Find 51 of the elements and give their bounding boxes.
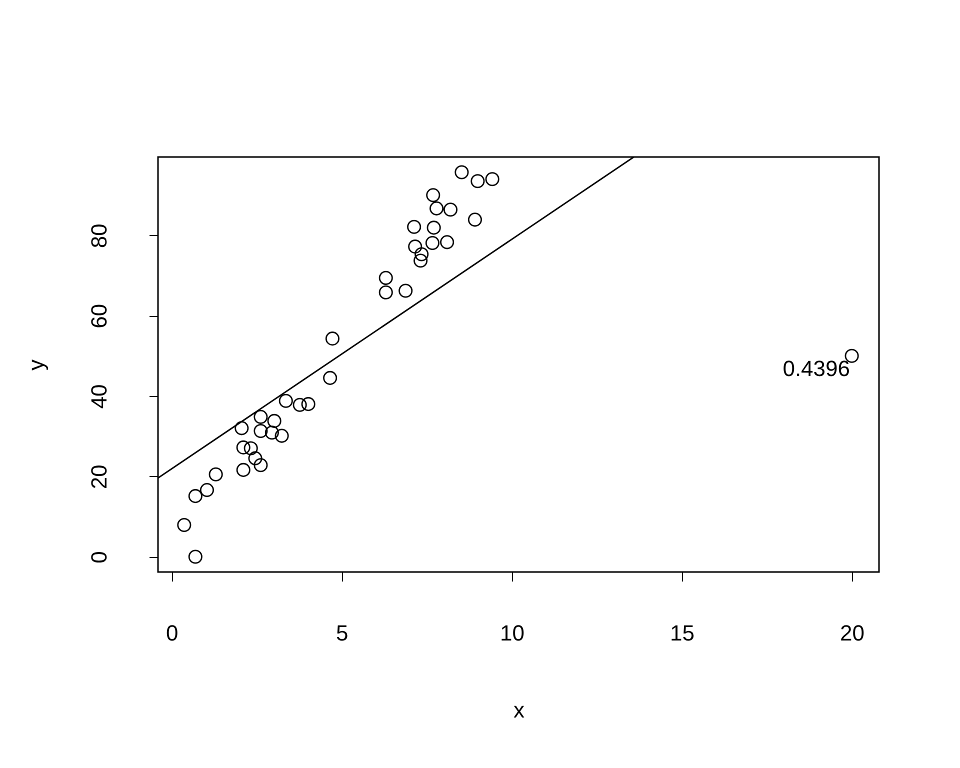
point: [254, 410, 268, 424]
y-tick-label: 80: [86, 224, 112, 248]
x-tick-label: 15: [670, 620, 694, 646]
point: [398, 284, 413, 298]
point: [426, 188, 440, 202]
point: [426, 220, 441, 235]
point: [414, 254, 428, 268]
point: [408, 240, 422, 254]
point: [278, 394, 293, 408]
y-axis-title: y: [24, 360, 48, 370]
point: [234, 421, 249, 436]
point: [440, 235, 454, 250]
point: [254, 458, 268, 472]
point: [325, 332, 340, 346]
x-axis-title: x: [514, 698, 524, 722]
x-tick-label: 10: [500, 620, 524, 646]
point: [378, 270, 393, 285]
point: [236, 462, 250, 477]
x-tick-label: 20: [840, 620, 865, 646]
point: [188, 489, 202, 504]
point: [454, 165, 469, 180]
point: [177, 518, 192, 532]
x-tick-label: 0: [166, 620, 178, 646]
point: [301, 397, 316, 412]
point: [208, 467, 223, 482]
point: [254, 424, 268, 438]
annotation: 0.4396: [782, 356, 850, 381]
point: [425, 236, 440, 250]
point: [485, 172, 500, 186]
point: [267, 414, 282, 428]
y-tick-label: 0: [86, 551, 112, 564]
point: [323, 370, 338, 385]
point: [443, 202, 458, 217]
point: [236, 440, 250, 454]
point: [430, 201, 444, 216]
point: [188, 550, 202, 564]
y-tick-label: 60: [86, 304, 112, 328]
point: [407, 220, 422, 234]
point: [244, 441, 258, 456]
point: [292, 398, 307, 412]
point: [200, 483, 214, 498]
point: [414, 247, 429, 262]
point: [248, 451, 262, 466]
y-tick-label: 20: [86, 464, 112, 490]
point: [274, 428, 289, 443]
point: [378, 285, 393, 300]
y-tick-label: 40: [86, 384, 112, 409]
point: [264, 426, 279, 440]
point: [468, 212, 482, 227]
point: [470, 174, 485, 188]
x-tick-label: 5: [336, 620, 348, 646]
